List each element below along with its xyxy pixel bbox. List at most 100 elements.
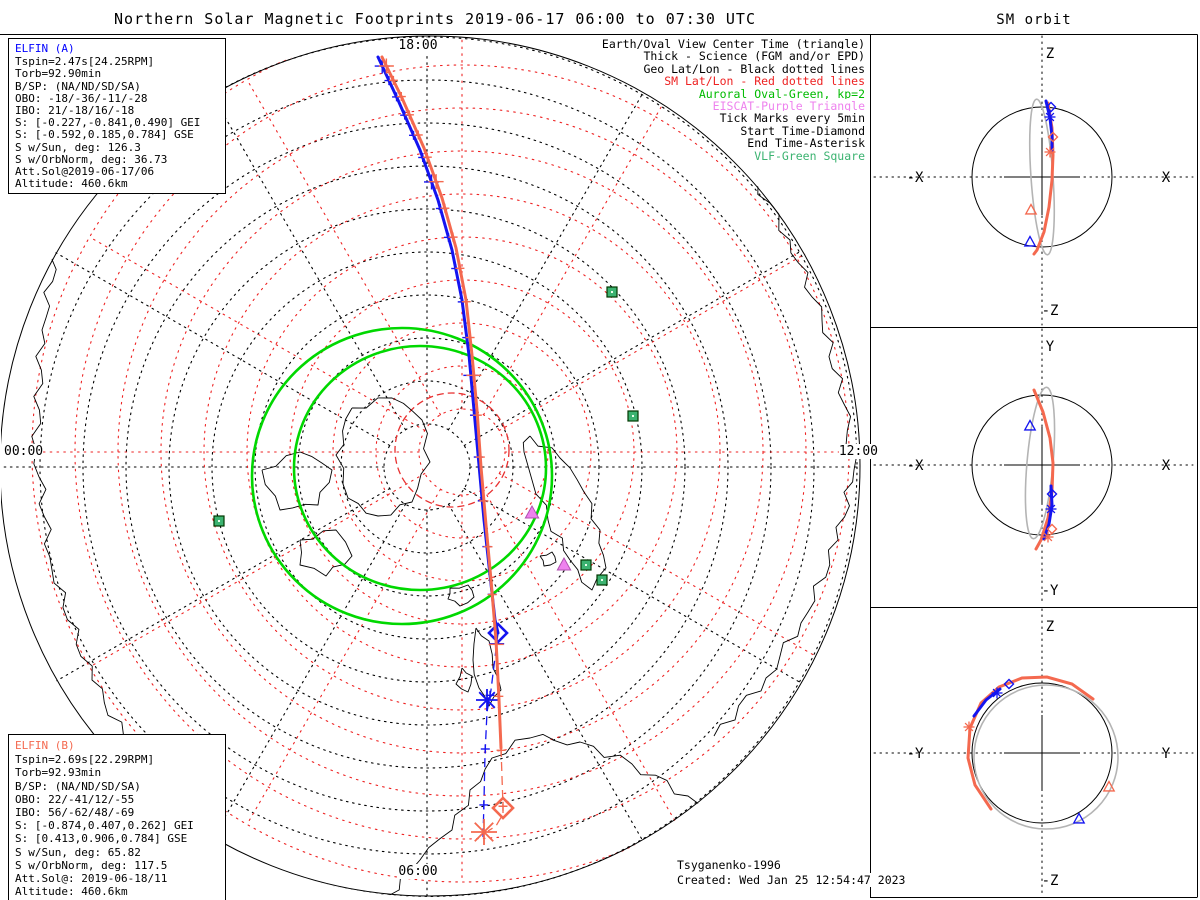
- elfin_b-line: B/SP: (NA/ND/SD/SA): [15, 779, 141, 793]
- panel-1-label-right: X: [1162, 170, 1171, 186]
- elfin_a-line: Torb=92.90min: [15, 67, 102, 81]
- orbit-arc-elfin-a: [972, 687, 1002, 718]
- orbit-gray: [1024, 386, 1056, 540]
- elfin_a-line: OBO: -18/-36/-11/-28: [15, 91, 148, 105]
- elfin_b-line: Tspin=2.69s[22.29RPM]: [15, 753, 155, 767]
- clock-label-right: 12:00: [838, 444, 878, 459]
- track-thick-science: [376, 55, 500, 635]
- auroral-oval: [292, 344, 548, 592]
- vlf-square: [606, 286, 618, 298]
- panel-1-label-left: -X: [907, 170, 924, 186]
- earth-circle: [971, 682, 1113, 824]
- elfin_b-line: Altitude: 460.6km: [15, 885, 128, 899]
- sm-orbit-panel-2: Y -Y -X X: [873, 328, 1194, 606]
- earth-circle: [971, 394, 1113, 536]
- orbit-arc-elfin-b: [1032, 388, 1055, 551]
- elfin_b-line: S: [-0.874,0.407,0.262] GEI: [15, 819, 194, 833]
- sm-orbit-panel-1: Z -Z -X X: [873, 35, 1194, 326]
- clock-label-top: 18:00: [398, 38, 438, 53]
- sm-orbit-title: SM orbit: [996, 12, 1072, 28]
- orbit-arc-elfin-b: [966, 675, 1095, 811]
- legend-line: Geo Lat/Lon - Black dotted lines: [601, 61, 866, 76]
- track-thick-science: [380, 55, 503, 750]
- coastline: [472, 627, 502, 707]
- legend-line: Tick Marks every 5min: [601, 111, 866, 126]
- legend-line-text: Geo Lat/Lon - Black dotted lines: [642, 61, 866, 76]
- vlf-square: [627, 410, 639, 422]
- coastline: [299, 529, 353, 577]
- elfin_b-line: S w/OrbNorm, deg: 117.5: [15, 858, 168, 872]
- legend-line-text: SM Lat/Lon - Red dotted lines: [663, 74, 866, 89]
- clock-label-left: 00:00: [4, 444, 44, 459]
- elfin_b-line: Torb=92.93min: [15, 766, 102, 780]
- elfin_a-line: Att.Sol@2019-06-17/06: [15, 165, 155, 179]
- legend-line-text: Tick Marks every 5min: [718, 111, 866, 126]
- auroral-oval: [250, 326, 554, 626]
- coastline: [455, 667, 473, 693]
- elfin_b-line: OBO: 22/-41/12/-55: [15, 792, 135, 806]
- elfin_b-header: ELFIN (B): [15, 739, 75, 752]
- vlf-square: [213, 515, 225, 527]
- coastline: [447, 584, 475, 607]
- elfin_a-header: ELFIN (A): [15, 42, 75, 55]
- legend-line: EISCAT-Purple Triangle: [601, 99, 866, 114]
- legend-line: Earth/Oval View Center Time (triangle): [600, 37, 866, 51]
- earth-circle: [971, 106, 1113, 248]
- panel-3-label-top: Z: [1046, 619, 1054, 635]
- eiscat-triangle: [524, 504, 540, 519]
- elfin_a-line: S w/Sun, deg: 126.3: [15, 140, 141, 154]
- elfin_a-line: Tspin=2.47s[24.25RPM]: [15, 55, 155, 69]
- orbit-arc-elfin-a: [1042, 484, 1054, 541]
- panel-3-label-left: -Y: [907, 746, 924, 762]
- orbit-gray: [1028, 98, 1056, 256]
- elfin_a-line: S: [-0.592,0.185,0.784] GSE: [15, 128, 194, 142]
- panel-1-label-top: Z: [1046, 46, 1054, 62]
- attribution: Tsyganenko-1996 Created: Wed Jan 25 12:5…: [677, 858, 906, 888]
- track-thin: [487, 747, 504, 832]
- legend-line: Thick - Science (FGM and/or EPD): [601, 49, 866, 64]
- panel-2-label-bottom: -Y: [1042, 583, 1059, 599]
- map-legend: Earth/Oval View Center Time (triangle) Th…: [600, 37, 866, 163]
- elfin_a-line: Altitude: 460.6km: [15, 177, 128, 191]
- vlf-square: [596, 574, 608, 586]
- orbit-arc-elfin-a: [1044, 99, 1054, 152]
- elfin-a-infobox: ELFIN (A) Tspin=2.47s[24.25RPM] Torb=92.90…: [8, 38, 226, 195]
- coastline: [539, 551, 557, 567]
- polar-cap-circle: [394, 392, 510, 508]
- coastline: [522, 435, 607, 591]
- panel-2-label-right: X: [1162, 458, 1171, 474]
- sm-orbit-panel-3: Z -Z -Y Y: [873, 608, 1194, 896]
- coastline: [261, 451, 333, 511]
- legend-line-text: VLF-Green Square: [753, 148, 866, 163]
- legend-line-text: Thick - Science (FGM and/or EPD): [642, 49, 866, 64]
- legend-line-text: Start Time-Diamond: [739, 123, 866, 138]
- legend-line-text: Auroral Oval-Green, kp=2: [697, 86, 866, 101]
- legend-line: VLF-Green Square: [601, 148, 866, 163]
- legend-line-text: End Time-Asterisk: [746, 136, 866, 151]
- legend-line: Auroral Oval-Green, kp=2: [601, 86, 866, 101]
- elfin_b-line: Att.Sol@: 2019-06-18/11: [15, 872, 168, 886]
- panel-2-label-left: -X: [907, 458, 924, 474]
- elfin_b-line: S: [0.413,0.906,0.784] GSE: [15, 832, 188, 846]
- elfin_b-line: S w/Sun, deg: 65.82: [15, 845, 141, 859]
- legend-line-text: Earth/Oval View Center Time (triangle): [600, 37, 866, 51]
- legend-line: SM Lat/Lon - Red dotted lines: [601, 74, 866, 89]
- eiscat-triangle: [556, 556, 572, 571]
- figure-title: Northern Solar Magnetic Footprints 2019-…: [114, 10, 756, 28]
- orbit-gray: [973, 684, 1119, 830]
- coastline: [335, 397, 431, 517]
- coastline: [647, 69, 858, 737]
- elfin-b-infobox: ELFIN (B) Tspin=2.69s[22.29RPM] Torb=92.93…: [8, 734, 226, 900]
- legend-line: End Time-Asterisk: [601, 136, 866, 151]
- panel-3-label-right: Y: [1162, 746, 1171, 762]
- panel-1-label-bottom: -Z: [1042, 303, 1059, 319]
- legend-line-text: EISCAT-Purple Triangle: [711, 99, 866, 114]
- model-label: Tsyganenko-1996: [677, 858, 781, 872]
- created-label: Created: Wed Jan 25 12:54:47 2023: [677, 873, 906, 887]
- vlf-square: [580, 559, 592, 571]
- elfin_a-line: S w/OrbNorm, deg: 36.73: [15, 152, 168, 166]
- panel-3-label-bottom: -Z: [1042, 873, 1059, 889]
- orbit-arc-elfin-b: [1032, 101, 1055, 256]
- legend-line: Start Time-Diamond: [601, 123, 866, 138]
